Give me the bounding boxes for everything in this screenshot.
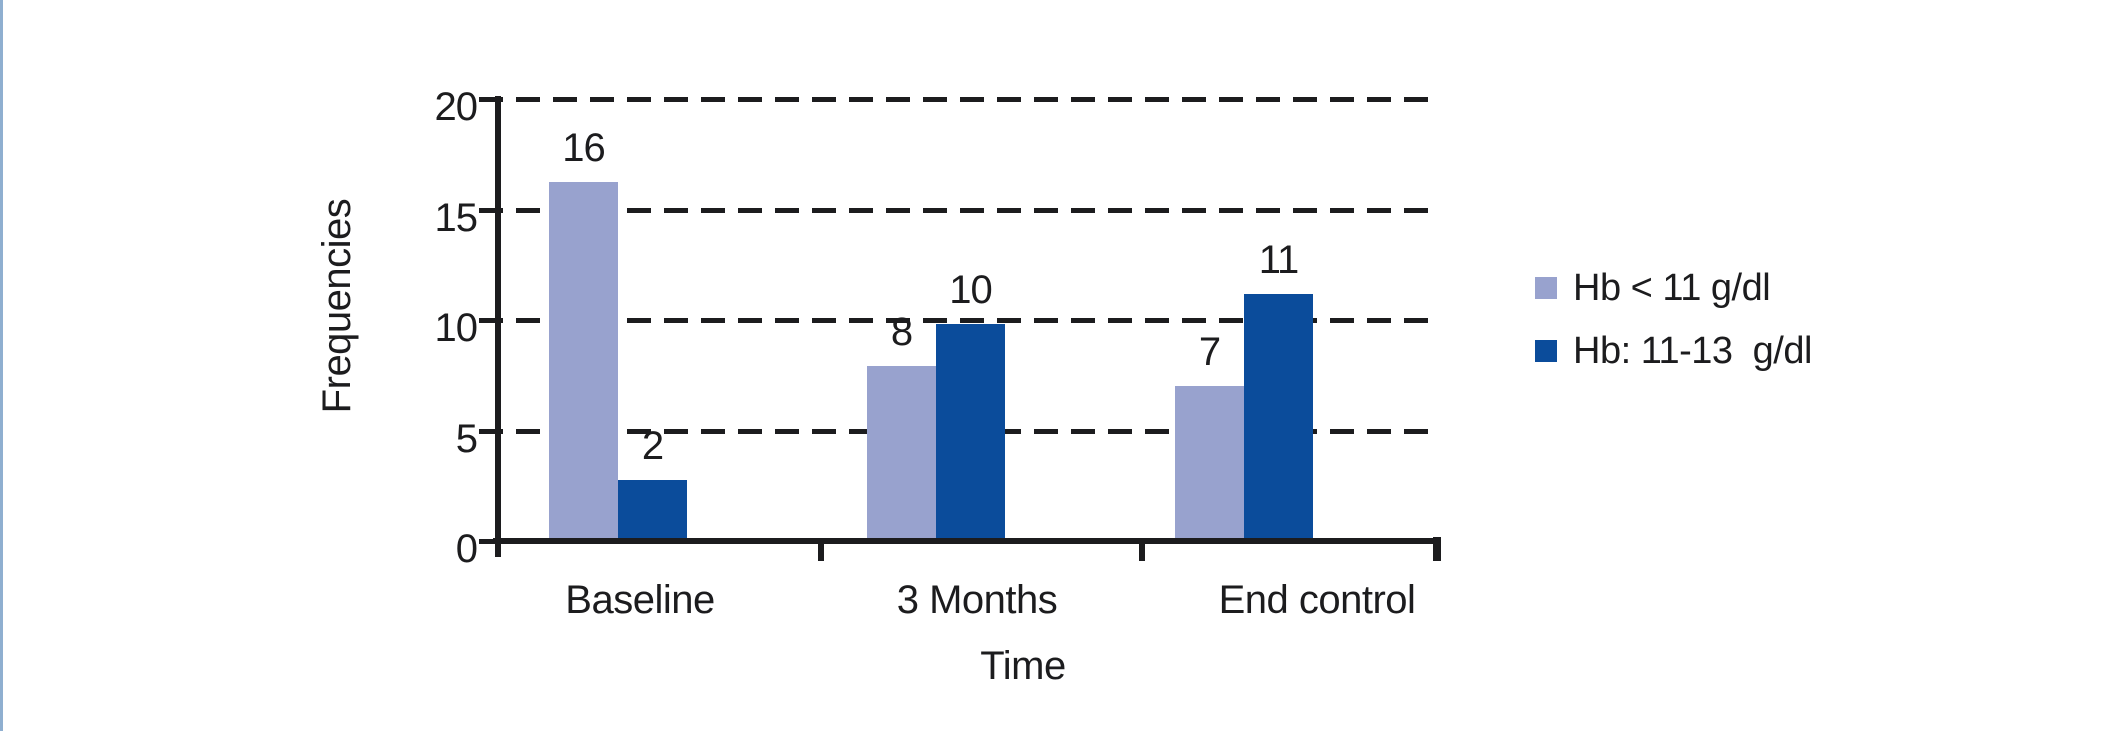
bar-value-label: 8 [890,309,913,354]
legend-swatch-icon [1535,277,1557,299]
y-tick-label-15: 15 [434,195,479,240]
zero-tick [479,539,501,544]
category-label-3-months: 3 Months [896,578,1058,622]
gridline-15 [479,207,1437,213]
x-axis-end-tick [1433,537,1441,561]
y-axis-title: Frequencies [315,198,359,414]
x-axis-tick-1 [818,538,824,561]
bar-value-label: 2 [641,423,664,468]
bar-value-label: 10 [949,268,993,313]
bar-value-label: 16 [562,126,606,171]
gridline-20 [479,97,1437,102]
legend-label-series2: Hb: 11-13 g/dl [1573,330,1812,372]
y-tick-label-10: 10 [434,306,479,350]
x-axis-tick-2 [1139,538,1145,561]
legend-swatch-icon [1535,340,1557,362]
legend-label-series1: Hb < 11 g/dl [1573,267,1771,309]
y-tick-label-5: 5 [455,416,478,461]
bar-value-label: 11 [1258,237,1300,282]
y-tick-label-0: 0 [455,527,478,571]
bar-baseline-series2 [618,479,687,539]
bar-end-control-series2 [1244,293,1313,539]
bar-3-months-series2 [936,324,1005,539]
bar-baseline-series1 [549,182,618,539]
category-label-baseline: Baseline [565,578,715,622]
bar-3-months-series1 [867,365,936,539]
left-edge-line [0,0,3,731]
gridline-10 [479,318,1437,323]
bar-end-control-series1 [1175,385,1244,539]
y-axis-line [495,96,501,557]
x-axis-title: Time [980,644,1066,688]
category-label-end-control: End control [1218,578,1416,622]
y-tick-label-20: 20 [434,85,479,129]
bar-value-label: 7 [1198,329,1221,374]
x-axis-line [493,538,1441,544]
